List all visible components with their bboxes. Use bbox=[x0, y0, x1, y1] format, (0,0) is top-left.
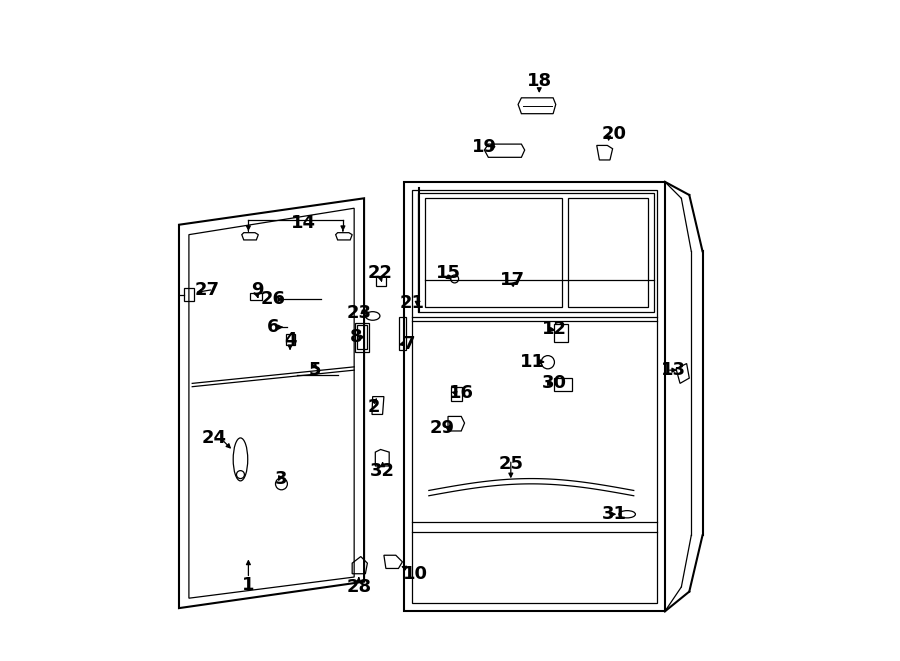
Text: 3: 3 bbox=[275, 470, 288, 488]
Text: 22: 22 bbox=[368, 264, 393, 282]
Text: 30: 30 bbox=[542, 374, 567, 393]
Text: 25: 25 bbox=[499, 455, 523, 473]
Text: 12: 12 bbox=[542, 320, 567, 338]
Text: 10: 10 bbox=[403, 564, 428, 583]
Text: 24: 24 bbox=[202, 429, 227, 447]
Text: 6: 6 bbox=[267, 318, 280, 336]
Text: 28: 28 bbox=[346, 578, 372, 596]
Text: 8: 8 bbox=[350, 328, 363, 346]
Text: 23: 23 bbox=[346, 303, 372, 322]
Text: 7: 7 bbox=[403, 334, 415, 353]
Text: 32: 32 bbox=[370, 462, 395, 481]
Text: 17: 17 bbox=[500, 270, 526, 289]
Text: 18: 18 bbox=[526, 71, 552, 90]
Text: 2: 2 bbox=[368, 397, 380, 416]
Text: 21: 21 bbox=[400, 293, 425, 312]
Text: 16: 16 bbox=[449, 384, 474, 403]
Text: 14: 14 bbox=[291, 214, 316, 233]
Text: 4: 4 bbox=[284, 331, 296, 350]
Text: 5: 5 bbox=[308, 361, 320, 379]
Text: 19: 19 bbox=[472, 137, 497, 156]
Text: 13: 13 bbox=[661, 361, 686, 379]
Text: 29: 29 bbox=[429, 419, 454, 438]
Text: 1: 1 bbox=[242, 576, 255, 594]
Text: 11: 11 bbox=[520, 352, 545, 371]
Text: 31: 31 bbox=[601, 505, 626, 524]
Text: 15: 15 bbox=[436, 264, 461, 282]
Text: 26: 26 bbox=[261, 290, 286, 309]
Text: 20: 20 bbox=[601, 124, 626, 143]
Text: 27: 27 bbox=[194, 280, 220, 299]
Text: 9: 9 bbox=[251, 280, 263, 299]
